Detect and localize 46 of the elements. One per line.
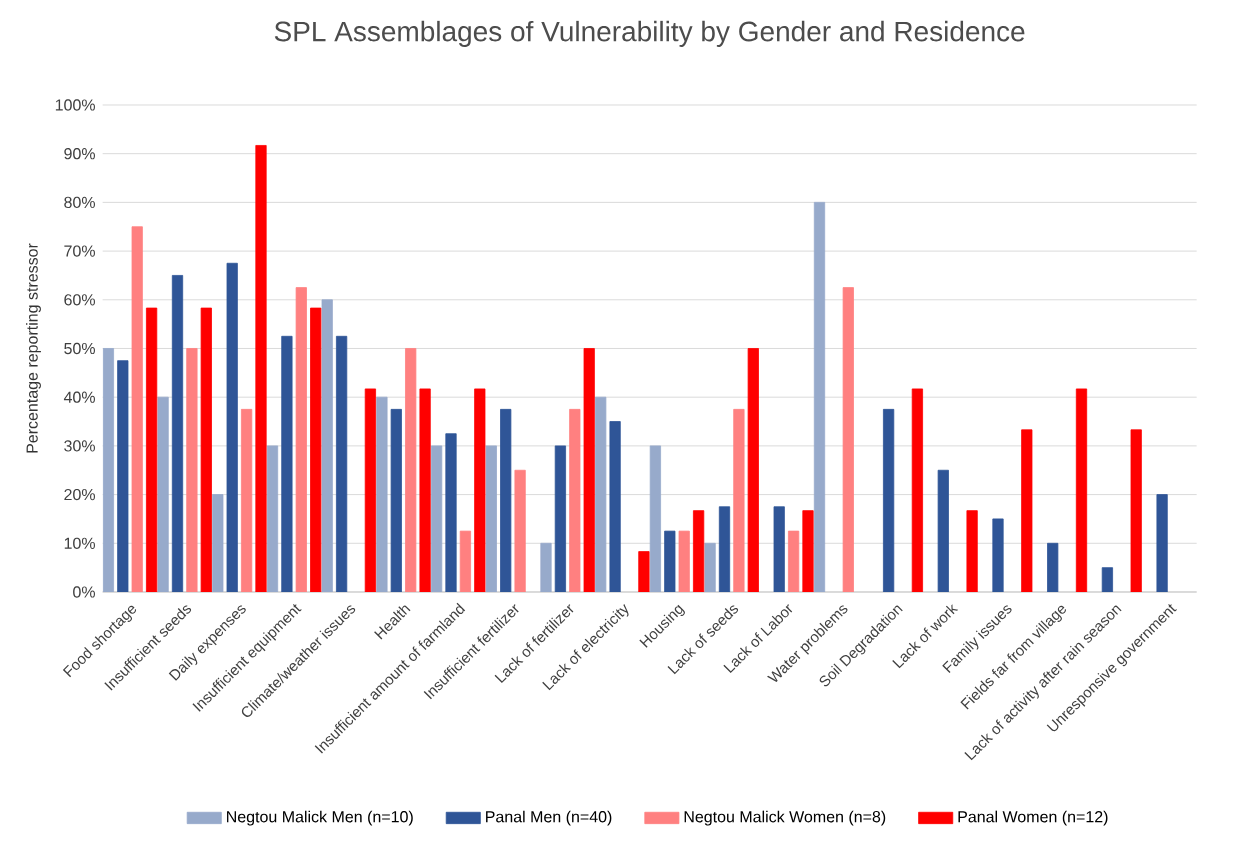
bar	[405, 348, 417, 592]
bar	[802, 510, 814, 592]
bar	[693, 510, 705, 592]
chart-title: SPL Assemblages of Vulnerability by Gender and Residence	[274, 20, 1025, 47]
y-axis-title: Percentage reporting stressor	[26, 243, 41, 453]
bar	[131, 226, 143, 592]
bar	[419, 388, 431, 592]
bar	[200, 307, 212, 592]
y-tick-label: 40%	[63, 391, 95, 403]
bar	[747, 348, 759, 592]
bar	[255, 145, 267, 592]
bar	[1075, 388, 1088, 592]
y-tick-label: 100%	[55, 99, 95, 111]
bar	[514, 469, 526, 592]
bar	[364, 388, 376, 592]
bar	[1130, 429, 1142, 592]
y-tick-label: 60%	[64, 294, 95, 306]
bar	[474, 388, 486, 592]
bar	[966, 510, 978, 592]
y-tick-label: 10%	[64, 537, 95, 549]
bar	[733, 408, 745, 592]
y-tick-label: 0%	[73, 586, 95, 598]
bar	[583, 348, 595, 592]
bar	[186, 348, 198, 592]
y-tick-label: 30%	[64, 440, 95, 452]
bar	[459, 530, 471, 592]
bar	[638, 551, 650, 592]
bar	[569, 408, 581, 592]
bar	[310, 307, 322, 592]
legend-label: Panal Women (n=12)	[958, 810, 1108, 826]
y-tick-label: 90%	[64, 148, 95, 160]
bar	[1021, 429, 1033, 592]
y-tick-label: 20%	[64, 488, 95, 501]
bar	[241, 408, 253, 592]
legend-label: Panal Men (n=40)	[486, 810, 612, 826]
bar	[788, 530, 800, 592]
legend-label: Negtou Malick Men (n=10)	[227, 810, 413, 826]
legend-label: Negtou Malick Women (n=8)	[684, 810, 886, 826]
y-tick-label: 50%	[64, 342, 95, 355]
bar	[911, 388, 923, 592]
bar	[146, 307, 158, 592]
bar	[678, 530, 690, 592]
bar	[842, 287, 854, 592]
y-tick-label: 80%	[64, 196, 95, 209]
bar	[295, 287, 307, 592]
y-tick-label: 70%	[64, 245, 95, 257]
